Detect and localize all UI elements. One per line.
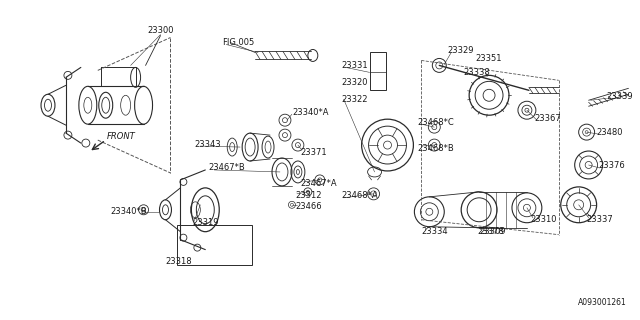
Text: 23376: 23376 (598, 162, 625, 171)
Text: 23320: 23320 (342, 78, 368, 87)
Text: 23351: 23351 (475, 54, 502, 63)
Text: 23319: 23319 (193, 218, 219, 227)
Text: 23466: 23466 (295, 202, 321, 211)
Text: 23338: 23338 (463, 68, 490, 77)
Text: 23468*A: 23468*A (342, 191, 378, 200)
Text: 23300: 23300 (147, 26, 173, 35)
Text: 23340*B: 23340*B (111, 207, 147, 216)
Text: 23467*A: 23467*A (300, 180, 337, 188)
Text: 23343: 23343 (195, 140, 221, 148)
Text: 23331: 23331 (342, 61, 369, 70)
Text: 23340*A: 23340*A (292, 108, 328, 117)
Text: 23468*B: 23468*B (417, 144, 454, 153)
Text: 23318: 23318 (165, 257, 192, 266)
Text: 23329: 23329 (447, 46, 474, 55)
Text: 23371: 23371 (300, 148, 326, 156)
Text: 23312: 23312 (295, 191, 321, 200)
Text: 23468*C: 23468*C (417, 118, 454, 127)
Text: FRONT: FRONT (107, 132, 136, 140)
Bar (369, 52, 385, 90)
Text: 23309: 23309 (479, 227, 506, 236)
Text: 23367: 23367 (535, 114, 562, 123)
Text: 23337: 23337 (587, 215, 613, 224)
Text: 23480: 23480 (596, 128, 623, 137)
Bar (177, 225, 252, 265)
Text: 23334: 23334 (421, 227, 448, 236)
Text: 23339: 23339 (607, 92, 633, 101)
Text: 23310: 23310 (531, 215, 557, 224)
Text: 23322: 23322 (342, 95, 368, 104)
Text: 23378: 23378 (477, 227, 504, 236)
Text: 23467*B: 23467*B (208, 164, 245, 172)
Text: A093001261: A093001261 (578, 298, 627, 307)
Text: FIG.005: FIG.005 (222, 38, 255, 47)
